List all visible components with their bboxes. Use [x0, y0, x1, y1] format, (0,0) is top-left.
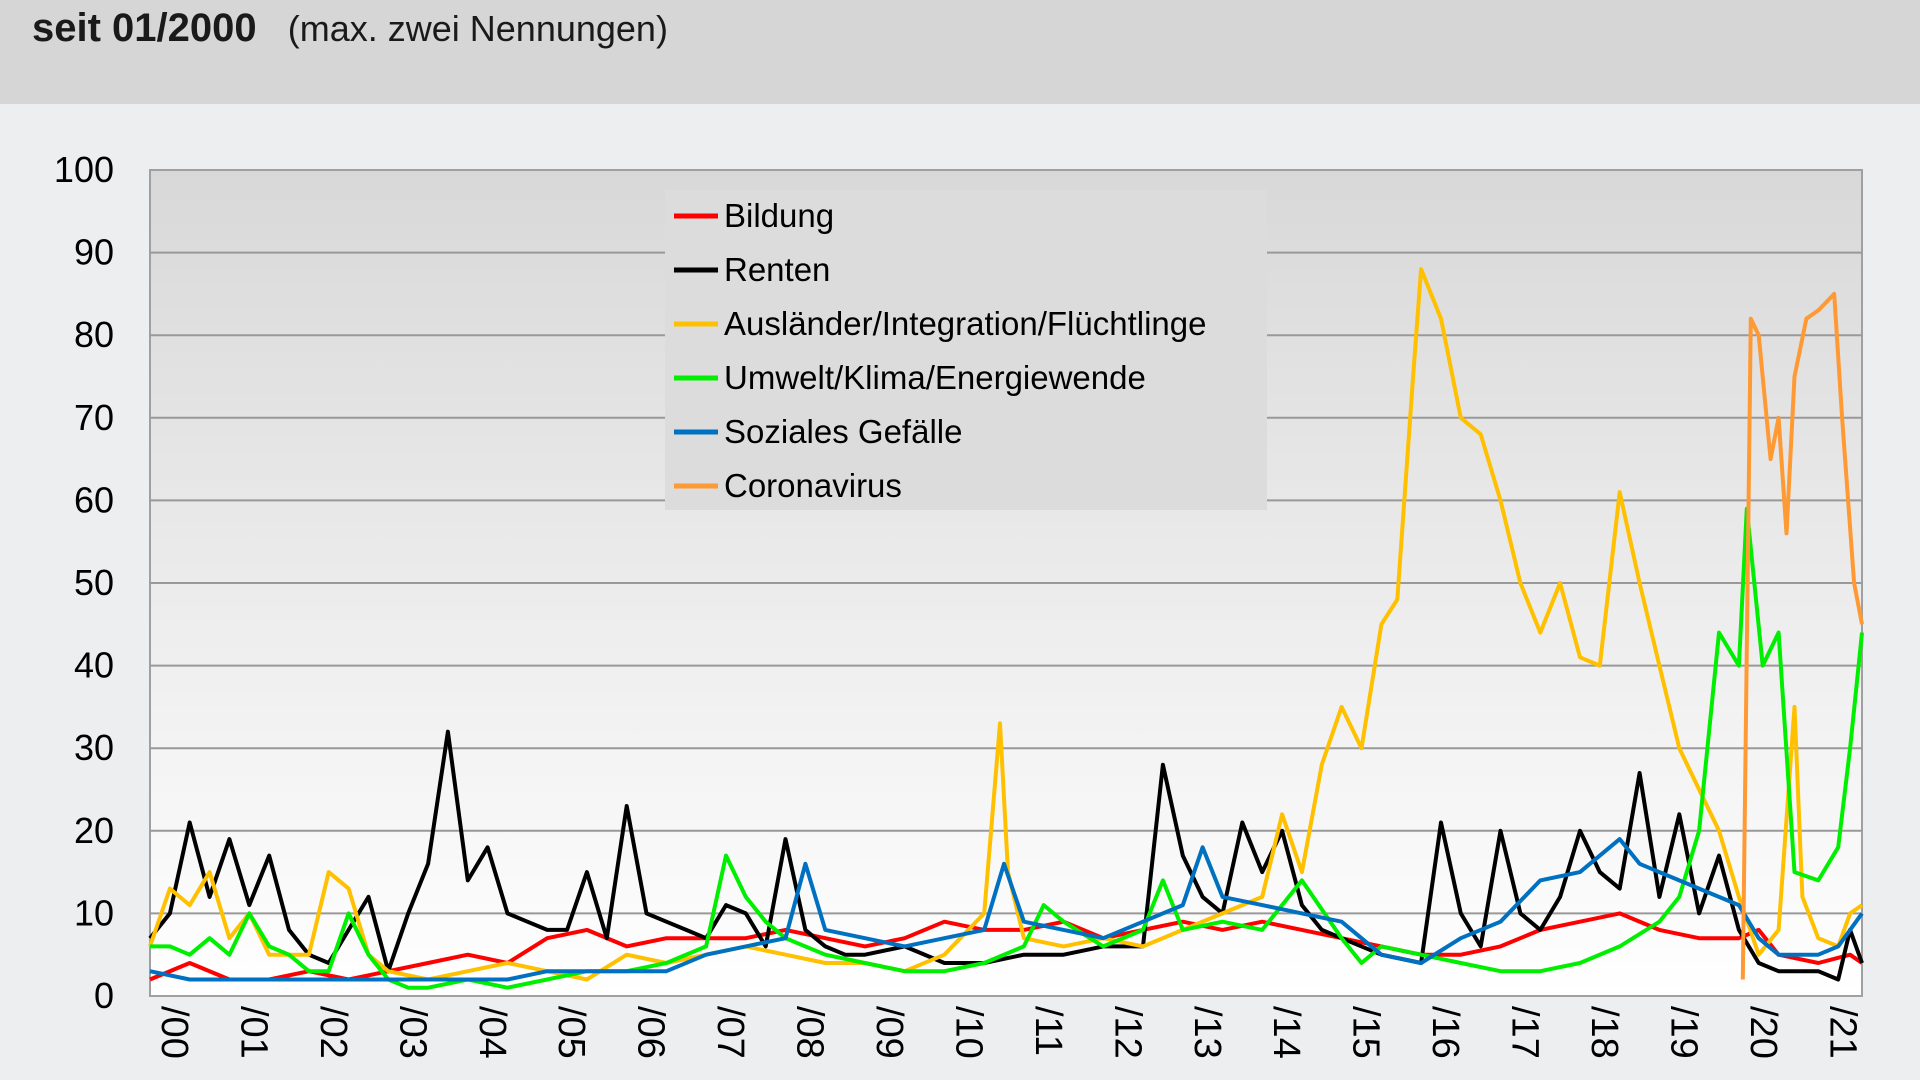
- legend-label: Bildung: [724, 197, 834, 234]
- y-tick-label: 40: [74, 645, 114, 686]
- x-tick-label: /15: [1345, 1006, 1387, 1059]
- x-tick-label: /10: [947, 1006, 989, 1059]
- x-tick-label: /19: [1662, 1006, 1704, 1059]
- legend-label: Ausländer/Integration/Flüchtlinge: [724, 305, 1206, 342]
- x-tick-label: /09: [868, 1006, 910, 1059]
- x-tick-label: /04: [471, 1006, 513, 1059]
- x-tick-label: /21: [1821, 1006, 1863, 1059]
- y-tick-label: 90: [74, 232, 114, 273]
- series-line-5: [1740, 291, 1864, 980]
- x-tick-label: /13: [1186, 1006, 1228, 1059]
- series-line-4: [149, 837, 1864, 982]
- x-tick-label: /00: [153, 1006, 195, 1059]
- x-tick-label: /16: [1424, 1006, 1466, 1059]
- y-tick-label: 30: [74, 727, 114, 768]
- y-tick-label: 10: [74, 892, 114, 933]
- x-tick-label: /11: [1027, 1006, 1069, 1056]
- y-tick-label: 70: [74, 397, 114, 438]
- legend-label: Renten: [724, 251, 830, 288]
- x-tick-label: /12: [1106, 1006, 1148, 1059]
- x-tick-label: /17: [1504, 1006, 1546, 1059]
- series-line-2: [148, 267, 1864, 982]
- legend-label: Soziales Gefälle: [724, 413, 962, 450]
- chart-title-note: (max. zwei Nennungen): [287, 8, 668, 49]
- y-tick-label: 100: [54, 149, 114, 190]
- y-tick-label: 0: [94, 975, 114, 1016]
- legend-label: Coronavirus: [724, 467, 902, 504]
- x-tick-label: /03: [391, 1006, 433, 1059]
- x-tick-label: /08: [789, 1006, 831, 1059]
- x-tick-label: /18: [1583, 1006, 1625, 1059]
- x-tick-label: /20: [1742, 1006, 1784, 1059]
- header-band: seit 01/2000 (max. zwei Nennungen): [0, 0, 1920, 104]
- legend-box: [665, 190, 1267, 510]
- y-tick-label: 20: [74, 810, 114, 851]
- y-tick-label: 80: [74, 314, 114, 355]
- x-tick-label: /06: [630, 1006, 672, 1059]
- y-tick-label: 50: [74, 562, 114, 603]
- y-tick-label: 60: [74, 479, 114, 520]
- x-tick-label: /01: [232, 1006, 274, 1059]
- x-tick-label: /05: [550, 1006, 592, 1059]
- chart-title-main: seit 01/2000: [32, 6, 257, 50]
- chart-title: seit 01/2000 (max. zwei Nennungen): [32, 6, 668, 51]
- x-tick-label: /07: [709, 1006, 751, 1059]
- series-line-1: [148, 729, 1864, 982]
- legend-label: Umwelt/Klima/Energiewende: [724, 359, 1146, 396]
- series-line-3: [150, 506, 1864, 990]
- x-tick-label: /14: [1265, 1006, 1307, 1059]
- x-tick-label: /02: [312, 1006, 354, 1059]
